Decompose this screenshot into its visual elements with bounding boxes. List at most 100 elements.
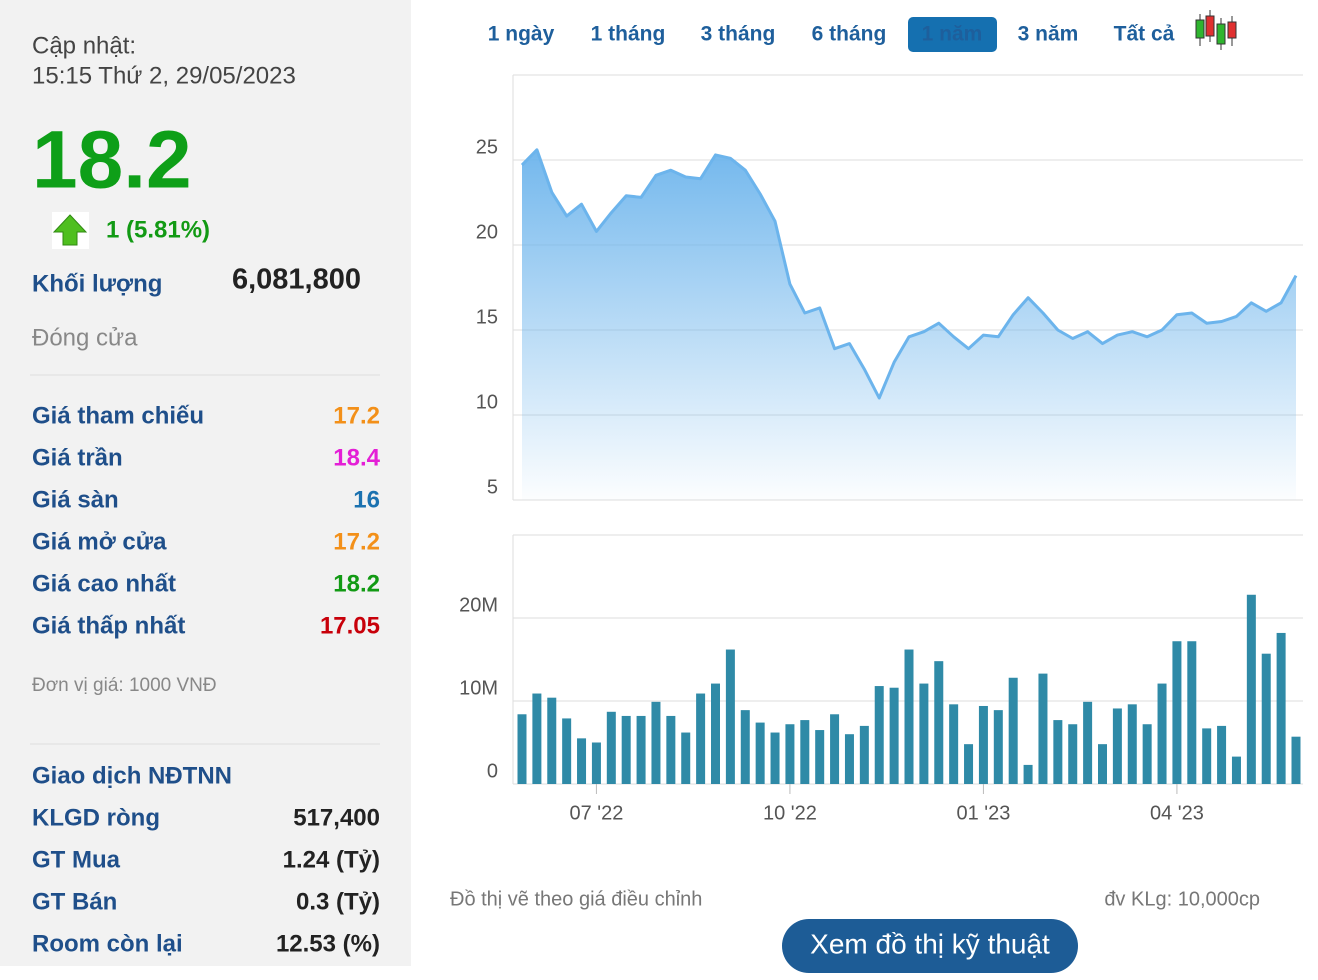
- foreign-value: 12.53 (%): [276, 930, 380, 957]
- change: 1 (5.81%): [106, 216, 210, 243]
- volume-bar: [636, 715, 646, 784]
- volume-bar: [1261, 653, 1271, 784]
- x-tick-label: 07 '22: [569, 802, 623, 824]
- tab[interactable]: 1 tháng: [591, 23, 666, 46]
- volume-bar: [1142, 724, 1152, 784]
- price-value: 17.2: [333, 402, 380, 429]
- tab[interactable]: 3 năm: [1018, 23, 1079, 46]
- volume-bar: [755, 722, 765, 784]
- foreign-label: KLGD ròng: [32, 804, 160, 831]
- volume-bar: [1127, 704, 1137, 784]
- volume-bar: [711, 683, 720, 784]
- price-value: 18.2: [333, 570, 380, 597]
- x-tick-label: 10 '22: [763, 802, 817, 824]
- tab[interactable]: 6 tháng: [812, 23, 887, 46]
- volume-bar: [681, 732, 691, 784]
- status: Đóng cửa: [32, 324, 138, 351]
- volume-bar: [740, 710, 750, 784]
- price-value: 17.2: [333, 528, 380, 555]
- volume-bar: [874, 686, 884, 784]
- up-arrow: [52, 212, 89, 249]
- price-value: 16: [353, 486, 380, 513]
- volume-bar: [889, 687, 899, 784]
- volume-bar: [532, 693, 542, 784]
- button-label[interactable]: Xem đồ thị kỹ thuật: [810, 928, 1050, 959]
- volume-bar: [1023, 764, 1033, 784]
- price-value: 17.05: [320, 612, 380, 639]
- unit: Đơn vị giá: 1000 VNĐ: [32, 675, 217, 696]
- foreign-value: 1.24 (Tỷ): [283, 846, 380, 873]
- price-area: [522, 149, 1296, 501]
- price-line: [520, 148, 1298, 400]
- volume-bar: [1083, 701, 1093, 784]
- volume-bar: [919, 683, 929, 784]
- updated-time: 15:15 Thứ 2, 29/05/2023: [32, 62, 296, 89]
- volume-bar: [859, 725, 869, 784]
- price-label: Giá sàn: [32, 486, 119, 513]
- volume-bar: [844, 734, 854, 784]
- charts: 5 10 15 20 25 0 10M 20M 07 '22 10 '22 01 '23 04 '23: [459, 136, 1303, 824]
- volume-bar: [562, 718, 572, 784]
- volume-bar: [1187, 641, 1197, 784]
- price: 18.2: [32, 115, 192, 206]
- volume-bar: [577, 738, 587, 784]
- tab[interactable]: 1 ngày: [488, 23, 555, 46]
- volume-bar: [1202, 728, 1212, 784]
- volume-bar: [949, 704, 959, 784]
- volume-bar: [1008, 677, 1018, 784]
- foreign-title: Giao dịch NĐTNN: [32, 762, 232, 789]
- y-tick-label: 20M: [459, 594, 498, 616]
- y-tick-label: 5: [487, 476, 498, 498]
- volume-bar: [770, 732, 780, 784]
- tab[interactable]: 1 năm: [922, 23, 983, 46]
- foreign-label: GT Bán: [32, 888, 117, 915]
- y-tick-label: 25: [476, 136, 498, 158]
- foreign-label: Room còn lại: [32, 930, 183, 957]
- volume-bar: [517, 714, 527, 784]
- volume-bar: [800, 720, 810, 784]
- price-value: 18.4: [333, 444, 380, 471]
- foreign-value: 517,400: [293, 804, 380, 831]
- volume-bar: [666, 715, 676, 784]
- price-label: Giá thấp nhất: [32, 612, 185, 639]
- price-rows: Giá tham chiếu 17.2 Giá trần 18.4 Giá sàn 16 G…: [32, 402, 381, 639]
- x-tick-label: 04 '23: [1150, 802, 1204, 824]
- volume-bar: [1231, 756, 1241, 784]
- volume-bar: [591, 742, 601, 784]
- foreign-value: 0.3 (Tỷ): [296, 888, 380, 915]
- volume-bar: [1217, 725, 1227, 784]
- candlestick-icon[interactable]: [1195, 10, 1237, 50]
- y-tick-label: 15: [476, 306, 498, 328]
- volume-bar: [725, 649, 735, 784]
- volume: 6,081,800: [232, 264, 361, 296]
- tech-chart-button[interactable]: Xem đồ thị kỹ thuật: [782, 919, 1078, 973]
- active-tab[interactable]: [908, 17, 997, 52]
- foreign-rows: KLGD ròng 517,400 GT Mua 1.24 (Tỷ) GT Bán 0.3…: [32, 804, 380, 957]
- y-tick-label: 10: [476, 391, 498, 413]
- volume-bar: [621, 715, 631, 784]
- volume-bar: [815, 730, 825, 784]
- x-tick-label: 01 '23: [956, 802, 1010, 824]
- price-label: Giá tham chiếu: [32, 402, 204, 429]
- volume-bar: [1038, 673, 1048, 784]
- y-tick-label: 10M: [459, 677, 498, 699]
- tab[interactable]: 3 tháng: [701, 23, 776, 46]
- volume-bar: [1291, 736, 1301, 784]
- volume-bar: [830, 714, 840, 784]
- footnote: Đồ thị vẽ theo giá điều chỉnh: [450, 888, 702, 910]
- tab[interactable]: Tất cả: [1114, 23, 1175, 46]
- price-label: Giá mở cửa: [32, 528, 167, 555]
- volume-bar: [964, 744, 974, 784]
- y-tick-label: 20: [476, 221, 498, 243]
- volume-bar: [993, 710, 1003, 784]
- foreign-label: GT Mua: [32, 846, 121, 873]
- volume-bar: [934, 661, 944, 784]
- volume-bar: [1157, 683, 1167, 784]
- volume-bar: [1068, 724, 1078, 784]
- volume-bar: [696, 693, 706, 784]
- volume-bar: [978, 705, 988, 784]
- volume-bar: [785, 724, 795, 784]
- tabs: 1 ngày 1 tháng 3 tháng 6 tháng 1 năm 3 năm Tất…: [488, 17, 1175, 52]
